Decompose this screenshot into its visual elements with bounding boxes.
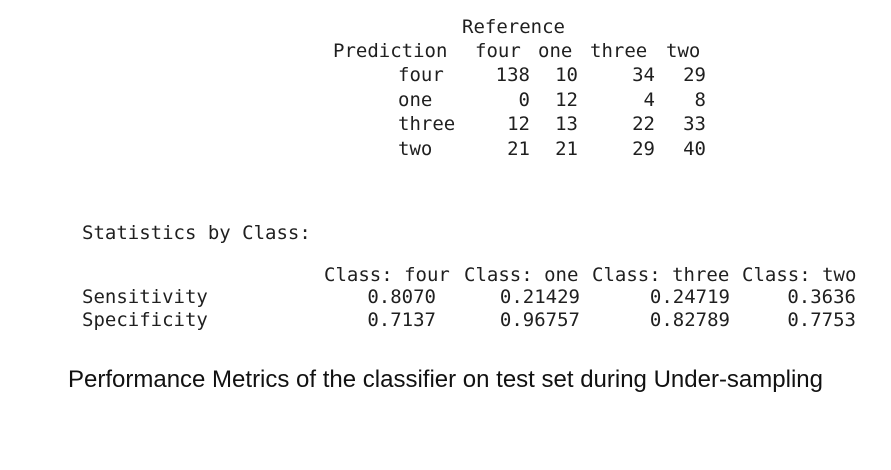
class-column-header: Class: four	[324, 264, 450, 286]
class-column-header: Class: one	[464, 264, 579, 286]
reference-label: Reference	[462, 16, 565, 38]
class-column-header: Class: three	[592, 264, 730, 286]
matrix-cell: 21	[555, 138, 578, 160]
metric-value: 0.7137	[367, 309, 436, 331]
matrix-cell: 33	[683, 113, 706, 135]
column-header: one	[538, 40, 573, 62]
confusion-matrix-row: one 0 12 4 8	[0, 89, 706, 112]
matrix-cell: 29	[683, 64, 706, 86]
metric-value: 0.24719	[649, 286, 730, 308]
matrix-cell: 12	[555, 89, 578, 111]
matrix-cell: 13	[555, 113, 578, 135]
metric-label: Specificity	[82, 309, 208, 331]
statistics-row: Sensitivity 0.8070 0.21429 0.24719 0.363…	[0, 286, 856, 309]
matrix-cell: 22	[632, 113, 655, 135]
column-header: three	[590, 40, 648, 62]
metric-value: 0.3636	[787, 286, 856, 308]
row-label: four	[398, 64, 444, 86]
confusion-matrix-header-row: Prediction four one three two	[0, 40, 700, 63]
matrix-cell: 34	[632, 64, 655, 86]
metric-label: Sensitivity	[82, 286, 208, 308]
matrix-cell: 40	[683, 138, 706, 160]
matrix-cell: 29	[632, 138, 655, 160]
row-label: one	[398, 89, 433, 111]
confusion-matrix-row: four 138 10 34 29	[0, 64, 706, 87]
column-header: four	[475, 40, 521, 62]
figure-caption: Performance Metrics of the classifier on…	[68, 366, 823, 393]
confusion-matrix-row: three 12 13 22 33	[0, 113, 706, 136]
matrix-cell: 4	[643, 89, 655, 111]
matrix-cell: 21	[507, 138, 530, 160]
matrix-cell: 138	[495, 64, 530, 86]
row-label: three	[398, 113, 456, 135]
column-header: two	[666, 40, 701, 62]
matrix-cell: 0	[518, 89, 530, 111]
metric-value: 0.21429	[499, 286, 580, 308]
confusion-matrix-row: two 21 21 29 40	[0, 138, 706, 161]
matrix-cell: 10	[555, 64, 578, 86]
metric-value: 0.8070	[367, 286, 436, 308]
metric-value: 0.96757	[499, 309, 580, 331]
statistics-row: Specificity 0.7137 0.96757 0.82789 0.775…	[0, 309, 856, 332]
statistics-title: Statistics by Class:	[82, 222, 311, 244]
matrix-cell: 8	[694, 89, 706, 111]
statistics-header-row: Class: four Class: one Class: three Clas…	[0, 264, 856, 287]
row-label: two	[398, 138, 433, 160]
metric-value: 0.7753	[787, 309, 856, 331]
class-column-header: Class: two	[742, 264, 857, 286]
matrix-cell: 12	[507, 113, 530, 135]
prediction-label: Prediction	[333, 40, 448, 62]
metric-value: 0.82789	[649, 309, 730, 331]
